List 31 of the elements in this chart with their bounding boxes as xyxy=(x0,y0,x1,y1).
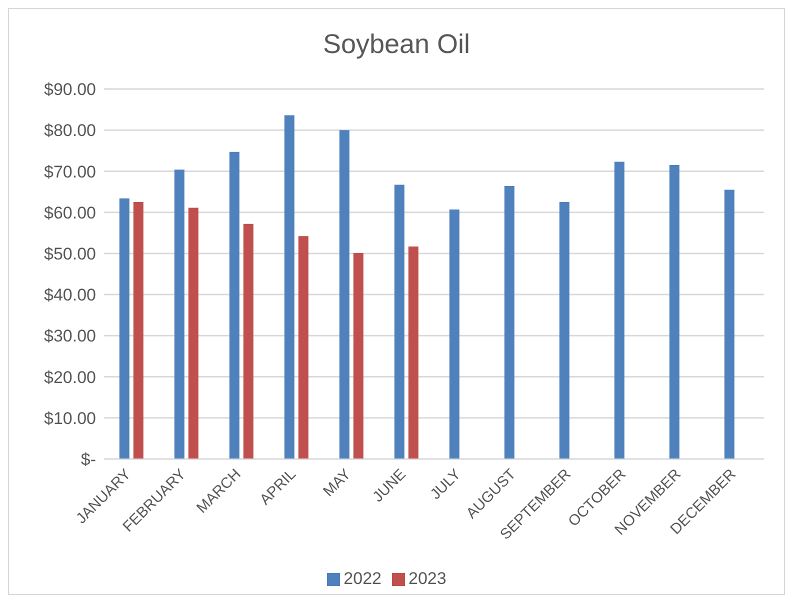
y-tick-label: $90.00 xyxy=(44,80,96,100)
bar xyxy=(188,208,198,459)
y-tick-label: $70.00 xyxy=(44,162,96,182)
legend-label: 2023 xyxy=(408,569,446,588)
y-tick-label: $40.00 xyxy=(44,286,96,305)
chart-title: Soybean Oil xyxy=(322,29,472,61)
bar xyxy=(339,130,350,459)
bar xyxy=(353,253,364,459)
y-tick-label: $- xyxy=(80,450,96,470)
bar xyxy=(614,162,624,459)
bar xyxy=(408,246,418,459)
bar xyxy=(504,186,514,459)
y-tick-label: $60.00 xyxy=(44,203,96,222)
legend-label: 2022 xyxy=(344,569,382,588)
y-tick-label: $50.00 xyxy=(44,244,96,264)
bar xyxy=(724,190,734,459)
y-tick-label: $10.00 xyxy=(44,408,96,428)
bar xyxy=(133,202,144,459)
bar xyxy=(394,184,404,459)
bar xyxy=(243,224,254,459)
bar xyxy=(669,165,680,459)
bar xyxy=(229,152,240,459)
y-tick-label: $80.00 xyxy=(44,121,96,140)
y-tick-label: $30.00 xyxy=(44,326,96,346)
bar xyxy=(449,209,460,459)
bar xyxy=(174,170,184,459)
y-tick-label: $20.00 xyxy=(44,368,96,387)
bar xyxy=(284,115,294,459)
bar xyxy=(298,236,308,459)
bar xyxy=(119,198,130,459)
bar xyxy=(559,202,570,459)
